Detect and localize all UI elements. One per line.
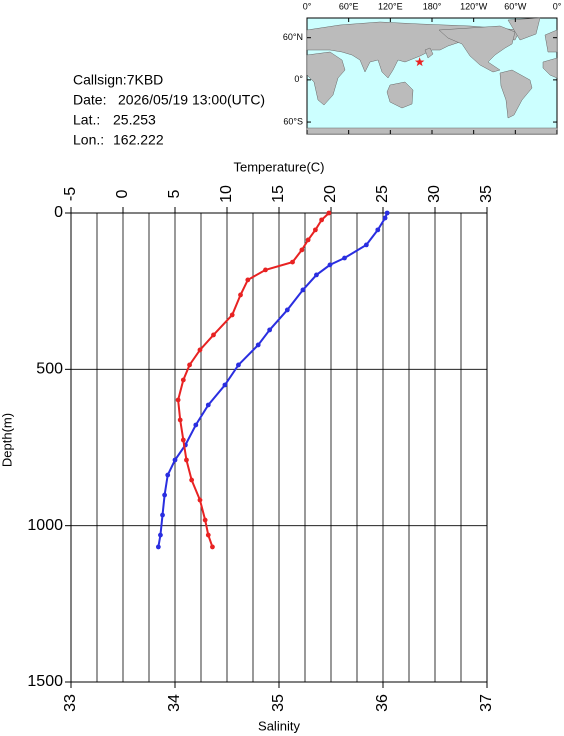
x2-tick-label: 30: [426, 185, 443, 203]
map: 0° 60°E 120°E 180° 120°W 60°W 0° 60°N 0° 60°S: [283, 1, 562, 135]
profile-point: [284, 307, 290, 313]
x-tick-label: 37: [478, 694, 495, 712]
profile-point: [375, 227, 381, 233]
x2-tick-label: 20: [322, 185, 339, 203]
profile-point: [180, 437, 186, 443]
map-x-tick-label: 0°: [553, 1, 562, 11]
profile-point: [205, 402, 211, 408]
profile-point: [255, 342, 261, 348]
map-y-tick-label: 0°: [294, 74, 303, 84]
profile-point: [211, 332, 216, 338]
profile-point: [202, 517, 208, 523]
x2-tick-label: -5: [62, 187, 79, 201]
map-y-tick-label: 60°S: [283, 116, 303, 126]
profile-point: [313, 227, 318, 233]
profile-point: [327, 262, 333, 268]
date-label: Date:: [73, 92, 106, 108]
map-y-tick-label: 60°N: [283, 32, 303, 42]
profile-point: [342, 255, 347, 261]
lat-label: Lat.:: [73, 112, 100, 128]
map-x-tick-label: 0°: [303, 1, 312, 11]
profile-point: [205, 532, 211, 538]
profile-point: [245, 277, 251, 283]
profile-point: [238, 292, 243, 298]
x-tick-label: 34: [166, 694, 183, 712]
profile-point: [305, 237, 311, 243]
profile-point: [180, 377, 186, 383]
profile-point: [184, 457, 189, 463]
map-x-tick-label: 120°E: [378, 1, 403, 11]
profile-point: [162, 492, 168, 498]
profile-point: [326, 210, 332, 216]
profile-point: [263, 267, 268, 273]
profile-point: [177, 417, 183, 423]
y-tick-label: 1500: [27, 673, 63, 690]
x2-tick-label: 10: [218, 185, 235, 203]
lat: 25.253: [113, 112, 156, 128]
x2-tick-label: 25: [374, 185, 391, 203]
profile-point: [158, 532, 163, 538]
profile-point: [189, 477, 195, 483]
land: [306, 17, 558, 135]
profile-point: [155, 544, 161, 550]
profile-point: [290, 259, 295, 265]
x-axis-title: Salinity: [258, 718, 300, 733]
profile-point: [197, 347, 203, 353]
profile-point: [160, 512, 165, 518]
profile-point: [236, 362, 241, 368]
y-tick-label: 500: [36, 361, 63, 378]
x2-tick-label: 15: [270, 185, 287, 203]
x2-axis-title: Temperature(C): [233, 159, 324, 174]
x-tick-label: 33: [62, 694, 79, 712]
profile-point: [175, 397, 181, 403]
date: 2026/05/19 13:00(UTC): [118, 92, 265, 108]
x-tick-label: 35: [270, 694, 287, 712]
y-tick-label: 0: [54, 204, 63, 221]
profile-point: [319, 217, 325, 223]
profile-point: [300, 287, 306, 293]
station-marker: [414, 57, 425, 67]
profile-point: [172, 457, 178, 463]
profile-point: [363, 242, 369, 248]
y-axis-title: Depth(m): [0, 413, 14, 467]
lon-label: Lon.:: [73, 132, 104, 148]
profile-line: [157, 212, 389, 548]
profile-point: [187, 362, 192, 368]
profile-point: [165, 472, 171, 478]
profile-point: [222, 382, 228, 388]
callsign: Callsign:7KBD: [73, 72, 163, 88]
x2-tick-label: 35: [478, 185, 495, 203]
lon: 162.222: [113, 132, 164, 148]
map-x-tick-label: 120°W: [460, 1, 488, 11]
profile-point: [229, 312, 235, 318]
y-tick-label: 1000: [27, 517, 63, 534]
profile-point: [382, 215, 388, 221]
x-tick-label: 36: [374, 694, 391, 712]
profile-point: [384, 210, 390, 216]
profile-point: [193, 422, 199, 428]
x2-tick-label: 5: [166, 189, 183, 198]
profile-point: [210, 544, 215, 550]
profile-point: [197, 497, 203, 503]
map-x-tick-label: 180°: [423, 1, 442, 11]
profile-point: [314, 272, 319, 278]
profile-point: [267, 327, 273, 333]
map-x-tick-label: 60°E: [339, 1, 359, 11]
x2-tick-label: 0: [114, 189, 131, 198]
profile-point: [299, 247, 305, 253]
map-x-tick-label: 60°W: [504, 1, 527, 11]
info-box: Callsign:7KBD Date: 2026/05/19 13:00(UTC…: [73, 72, 265, 148]
